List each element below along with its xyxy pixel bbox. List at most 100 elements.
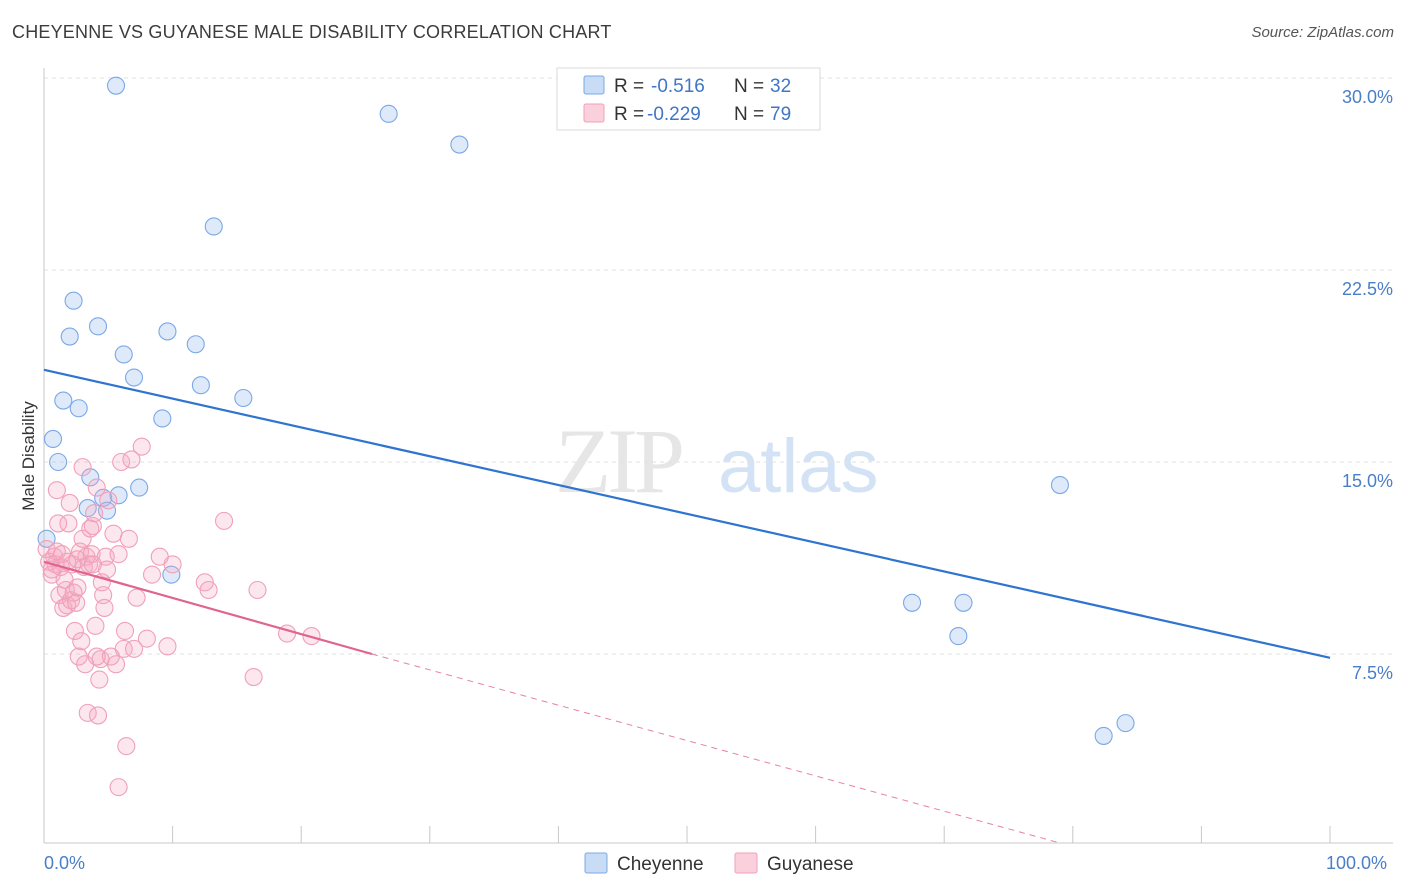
guyanese-point-25 <box>73 529 92 548</box>
guyanese-point-37 <box>88 706 108 725</box>
guyanese-point-77 <box>115 621 135 641</box>
guyanese-point-44 <box>97 560 117 579</box>
guyanese-point-6 <box>49 514 68 533</box>
guyanese-point-64 <box>199 580 218 600</box>
guyanese-point-59 <box>142 565 162 584</box>
y-tick-label-1: 15.0% <box>1342 471 1393 491</box>
source-label: Source: ZipAtlas.com <box>1251 24 1394 41</box>
guyanese-point-72 <box>109 778 128 797</box>
guyanese-point-57 <box>132 437 151 456</box>
guyanese-point-58 <box>137 629 156 648</box>
guyanese-point-15 <box>60 493 79 513</box>
guyanese-point-42 <box>95 598 114 617</box>
x-tick-label-min: 0.0% <box>44 853 85 873</box>
guyanese-point-29 <box>78 703 97 722</box>
bottom-legend-swatch-guyanese <box>734 852 758 874</box>
guyanese-point-35 <box>86 616 105 635</box>
guyanese-point-54 <box>122 450 141 469</box>
cheyenne-point-11 <box>191 376 210 395</box>
trend-lines <box>43 368 1331 844</box>
watermark: ZIP atlas <box>555 410 879 512</box>
y-tick-label-0: 7.5% <box>1352 663 1393 683</box>
cheyenne-point-28 <box>954 593 973 612</box>
guyanese-point-62 <box>163 555 182 574</box>
cheyenne-point-30 <box>1094 726 1113 745</box>
cheyenne-point-18 <box>81 468 100 487</box>
legend-n-value-guyanese: 79 <box>770 104 791 125</box>
guyanese-point-51 <box>114 639 133 658</box>
cheyenne-point-21 <box>109 486 128 505</box>
legend-swatch-cheyenne <box>583 75 605 95</box>
legend-r-label-guyanese: R = <box>614 104 644 125</box>
guyanese-point-20 <box>67 593 86 612</box>
legend-r-label-cheyenne: R = <box>614 76 644 97</box>
y-tick-label-2: 22.5% <box>1342 279 1393 299</box>
cheyenne-point-4 <box>64 291 83 310</box>
guyanese-point-66 <box>244 667 263 687</box>
legend-swatch-guyanese <box>583 103 605 123</box>
bottom-legend-label-cheyenne: Cheyenne <box>617 854 704 875</box>
y-tick-label-3: 30.0% <box>1342 87 1393 107</box>
guyanese-point-30 <box>79 555 99 574</box>
cheyenne-point-13 <box>54 391 73 410</box>
cheyenne-point-8 <box>186 335 205 354</box>
cheyenne-point-7 <box>158 322 177 341</box>
guyanese-point-34 <box>85 504 104 523</box>
guyanese-point-55 <box>124 639 144 658</box>
cheyenne-point-31 <box>1116 714 1135 733</box>
guyanese-point-49 <box>109 545 128 564</box>
watermark-zip: ZIP <box>555 410 682 512</box>
guyanese-point-56 <box>127 588 146 607</box>
guyanese-point-19 <box>65 621 84 641</box>
cheyenne-point-6 <box>88 317 108 336</box>
cheyenne-point-2 <box>450 135 469 154</box>
data-points <box>37 76 1135 797</box>
guyanese-point-67 <box>248 580 267 600</box>
cheyenne-point-26 <box>1050 475 1069 495</box>
cheyenne-point-29 <box>949 627 968 646</box>
guyanese-point-70 <box>47 481 66 500</box>
legend-r-value-guyanese: -0.229 <box>647 104 701 125</box>
cheyenne-point-14 <box>69 399 88 418</box>
guyanese-point-61 <box>158 637 177 656</box>
legend-n-value-cheyenne: 32 <box>770 76 791 97</box>
legend-r-value-cheyenne: -0.516 <box>651 76 705 97</box>
guyanese-point-52 <box>117 737 136 756</box>
guyanese-point-53 <box>119 529 138 548</box>
cheyenne-point-0 <box>106 76 126 95</box>
guyanese-trend-line-extension <box>371 653 1061 844</box>
cheyenne-point-17 <box>49 452 68 472</box>
guyanese-point-21 <box>68 578 87 597</box>
cheyenne-point-15 <box>153 409 172 428</box>
grid-lines <box>44 77 1393 655</box>
cheyenne-point-3 <box>204 217 223 236</box>
watermark-atlas: atlas <box>718 424 879 509</box>
y-axis-title: Male Disability <box>19 401 38 511</box>
guyanese-point-24 <box>72 632 91 651</box>
guyanese-point-75 <box>68 550 87 569</box>
cheyenne-point-10 <box>124 368 144 387</box>
guyanese-point-38 <box>90 670 109 689</box>
legend-n-label-guyanese: N = <box>734 104 764 125</box>
guyanese-point-65 <box>214 511 234 530</box>
guyanese-point-48 <box>106 655 126 674</box>
cheyenne-point-12 <box>234 388 253 408</box>
guyanese-point-36 <box>87 478 106 497</box>
bottom-legend: Cheyenne Guyanese <box>584 852 854 875</box>
bottom-legend-swatch-cheyenne <box>584 852 608 874</box>
guyanese-point-31 <box>81 519 100 538</box>
cheyenne-point-27 <box>902 593 922 612</box>
guyanese-point-76 <box>87 647 106 666</box>
cheyenne-point-19 <box>130 478 149 497</box>
cheyenne-point-9 <box>114 345 133 364</box>
guyanese-trend-line <box>43 560 373 656</box>
guyanese-point-71 <box>73 458 92 477</box>
y-tick-labels: 7.5% 15.0% 22.5% 30.0% <box>1342 87 1393 683</box>
guyanese-point-50 <box>112 452 131 472</box>
top-legend: R = -0.516 N = 32 R = -0.229 N = 79 <box>556 67 821 131</box>
x-tick-label-max: 100.0% <box>1326 853 1387 873</box>
bottom-legend-label-guyanese: Guyanese <box>767 854 854 875</box>
guyanese-point-78 <box>83 555 102 574</box>
guyanese-point-45 <box>99 491 118 510</box>
